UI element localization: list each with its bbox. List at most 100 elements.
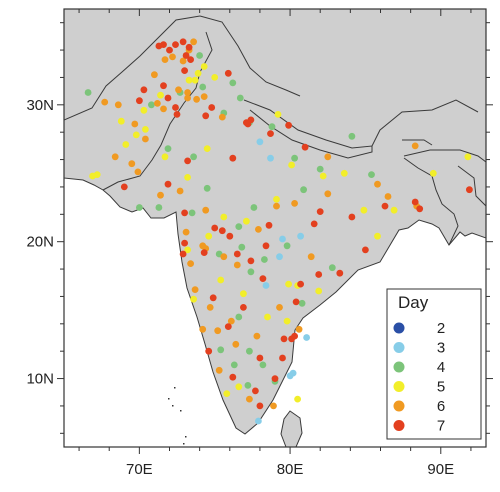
station-point-day-6 [175, 86, 182, 94]
station-point-day-6 [161, 56, 169, 63]
station-point-day-5 [184, 246, 192, 254]
station-point-day-7 [184, 157, 192, 165]
station-point-day-7 [187, 56, 195, 63]
station-point-day-5 [235, 383, 243, 391]
station-point-day-3 [286, 372, 294, 380]
station-point-day-4 [283, 242, 291, 250]
station-point-day-6 [214, 327, 222, 335]
station-point-day-3 [279, 235, 286, 243]
station-point-day-6 [273, 202, 280, 210]
station-point-day-7 [224, 69, 232, 77]
station-point-day-6 [206, 304, 214, 311]
x-axis: 70E 80E 90E [78, 9, 472, 478]
station-point-day-6 [202, 206, 210, 214]
legend-label-day-3: 3 [437, 340, 445, 357]
island-speck [172, 405, 174, 407]
station-point-day-5 [273, 195, 280, 203]
station-point-day-3 [276, 253, 283, 261]
station-point-day-6 [253, 332, 261, 340]
station-point-day-4 [235, 223, 243, 231]
station-point-day-6 [411, 142, 419, 150]
station-point-day-7 [205, 347, 213, 355]
station-point-day-4 [244, 382, 252, 389]
station-point-day-5 [200, 63, 208, 70]
station-point-day-7 [182, 52, 190, 59]
station-point-day-7 [279, 354, 286, 362]
station-point-day-6 [324, 153, 332, 161]
y-tick-label: 20N [26, 234, 54, 251]
station-point-day-7 [181, 239, 189, 247]
legend-swatch-day-2 [393, 322, 405, 334]
station-markers [84, 38, 473, 425]
station-point-day-6 [182, 228, 190, 236]
country-borders [64, 15, 486, 246]
station-point-day-6 [193, 95, 201, 103]
station-point-day-7 [240, 304, 247, 311]
station-point-day-6 [218, 113, 226, 121]
border-bhutan [402, 139, 433, 146]
station-point-day-5 [190, 295, 198, 303]
station-point-day-6 [270, 402, 277, 410]
station-point-day-7 [280, 335, 288, 343]
station-point-day-7 [310, 220, 318, 228]
station-point-day-5 [211, 74, 219, 81]
legend-label-day-6: 6 [437, 398, 445, 415]
station-point-day-7 [348, 213, 356, 221]
station-point-day-7 [224, 323, 232, 330]
legend: Day 2 3 4 5 6 7 [386, 288, 482, 440]
station-point-day-6 [142, 135, 149, 143]
station-point-day-5 [157, 91, 164, 99]
station-point-day-7 [247, 257, 255, 265]
station-point-day-7 [179, 38, 187, 46]
border-nepal [243, 99, 373, 159]
station-point-day-4 [250, 204, 258, 211]
station-point-day-5 [285, 280, 292, 288]
station-point-day-6 [324, 190, 332, 198]
island-speck [174, 387, 176, 389]
plot-frame [63, 8, 487, 448]
station-point-day-6 [184, 94, 192, 102]
island-speck [180, 410, 182, 412]
station-point-day-5 [205, 232, 213, 240]
station-point-day-5 [191, 76, 199, 84]
station-point-day-5 [185, 76, 193, 84]
x-tick-label: 70E [126, 461, 153, 478]
station-point-day-7 [164, 180, 172, 188]
station-point-day-3 [262, 282, 270, 289]
station-point-day-7 [267, 130, 274, 138]
station-point-day-6 [276, 304, 283, 311]
station-point-day-4 [368, 171, 375, 179]
station-point-day-7 [218, 227, 226, 235]
station-point-day-5 [360, 206, 368, 214]
station-point-day-4 [217, 346, 225, 354]
station-point-day-6 [307, 253, 315, 261]
station-point-day-7 [166, 46, 173, 54]
station-point-day-5 [122, 141, 130, 148]
station-point-day-7 [301, 143, 309, 151]
station-point-day-4 [188, 209, 196, 217]
station-point-day-5 [390, 206, 398, 214]
station-point-day-7 [229, 154, 237, 162]
x-tick-label: 80E [277, 461, 304, 478]
station-point-day-7 [140, 86, 148, 94]
station-point-day-4 [298, 299, 306, 307]
station-point-day-5 [220, 213, 228, 221]
station-point-day-7 [200, 249, 208, 256]
station-point-day-6 [384, 193, 392, 200]
station-point-day-6 [101, 98, 109, 106]
station-point-day-7 [316, 208, 324, 216]
station-point-day-4 [229, 79, 237, 87]
station-point-day-7 [285, 121, 292, 129]
station-point-day-5 [240, 290, 247, 298]
station-point-day-7 [297, 280, 304, 288]
border-northeast-india [403, 149, 486, 163]
station-point-day-4 [148, 101, 155, 109]
station-point-day-3 [267, 154, 274, 162]
station-point-day-5 [429, 169, 437, 177]
station-point-day-7 [336, 269, 344, 277]
station-point-day-7 [265, 221, 273, 229]
x-tick-label: 90E [427, 461, 454, 478]
station-point-day-7 [173, 111, 181, 118]
station-point-day-4 [136, 204, 143, 211]
station-point-day-6 [232, 340, 240, 348]
